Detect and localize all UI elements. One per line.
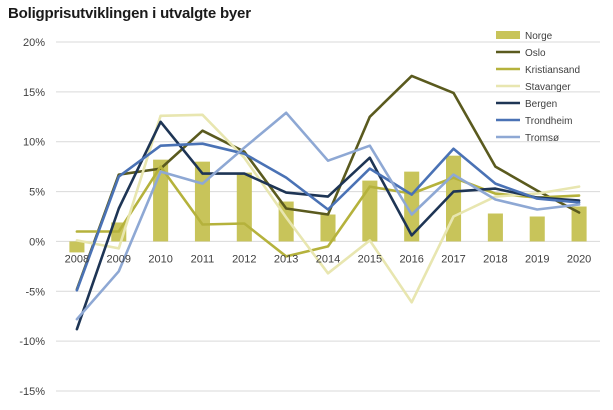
bar-norge-2008 [69,241,85,253]
x-tick-label: 2019 [525,253,549,265]
legend-label-stavanger: Stavanger [525,82,571,93]
x-tick-label: 2008 [65,253,89,265]
legend-label-norge: Norge [525,31,553,42]
bar-norge-2020 [571,206,587,242]
x-tick-label: 2009 [107,253,131,265]
series-line-stavanger [75,113,581,304]
series-line-bergen [75,120,581,331]
legend-label-bergen: Bergen [525,99,557,110]
bar-norge-2018 [487,213,503,242]
y-tick-label: 15% [23,87,45,99]
legend-label-tromsø: Tromsø [525,133,559,144]
x-tick-label: 2020 [567,253,591,265]
chart-title: Boligprisutviklingen i utvalgte byer [8,5,251,22]
bar-norge-2012 [236,172,252,242]
legend-swatch-norge [496,31,520,39]
x-tick-label: 2012 [232,253,256,265]
y-tick-label: 0% [29,236,45,248]
bar-norge-2015 [362,180,378,242]
series-line-tromsø [75,111,581,321]
x-tick-label: 2013 [274,253,298,265]
x-tick-label: 2017 [441,253,465,265]
x-tick-label: 2011 [191,253,215,265]
y-tick-label: 5% [29,187,45,199]
legend-label-oslo: Oslo [525,48,546,59]
y-tick-label: 20% [23,37,45,49]
bar-norge-2019 [529,216,545,242]
y-tick-label: -5% [25,286,45,298]
series-line-kristiansand [75,165,581,258]
legend-label-trondheim: Trondheim [525,116,572,127]
x-tick-label: 2014 [316,253,340,265]
y-tick-label: -10% [19,336,45,348]
bar-norge-2014 [320,214,336,242]
y-tick-label: -15% [19,386,45,398]
x-tick-label: 2018 [483,253,507,265]
x-tick-label: 2015 [358,253,382,265]
x-tick-label: 2016 [399,253,423,265]
x-tick-label: 2010 [148,253,172,265]
series-line-trondheim [75,142,581,292]
legend-label-kristiansand: Kristiansand [525,65,580,76]
y-tick-label: 10% [23,137,45,149]
